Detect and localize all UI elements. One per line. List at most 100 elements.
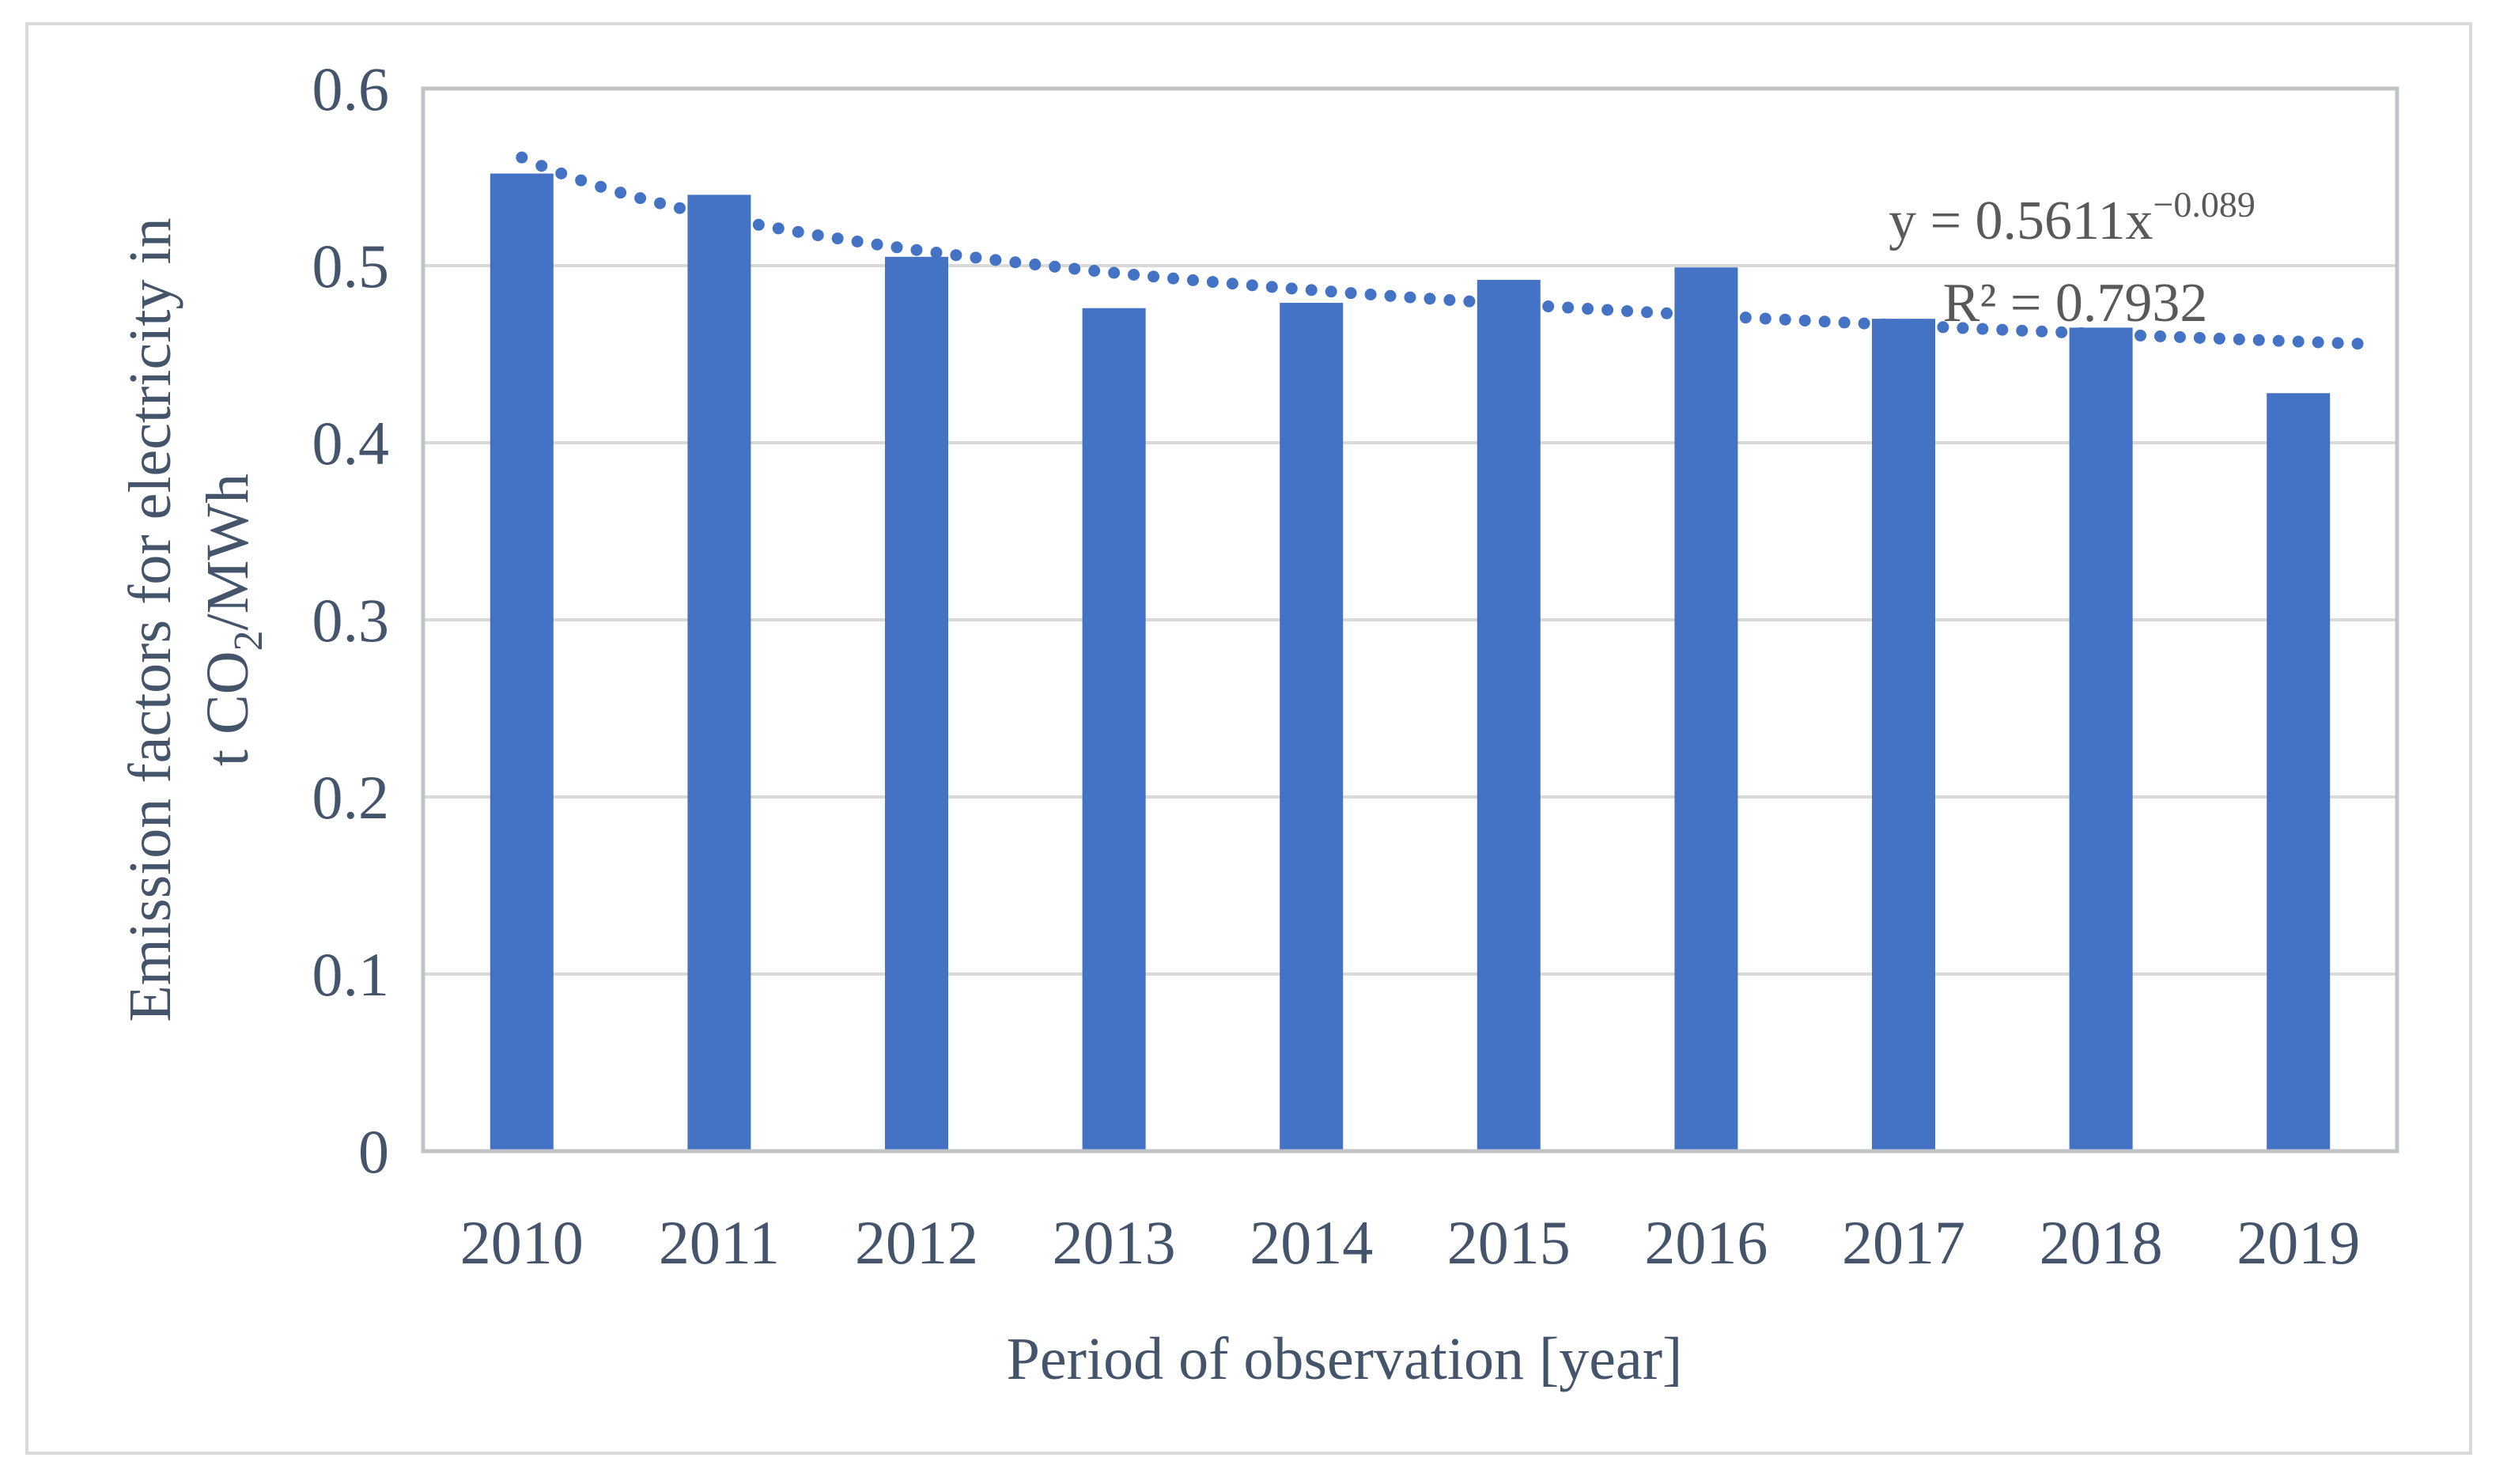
trend-dot — [1641, 306, 1654, 319]
trend-dot — [1779, 313, 1791, 326]
trend-dot — [1582, 303, 1594, 315]
trend-dot — [1384, 289, 1397, 302]
trend-dot — [1798, 314, 1811, 327]
r-squared-label: R² = 0.7932 — [1943, 273, 2208, 334]
trend-dot — [1838, 316, 1851, 329]
trend-dot — [1601, 304, 1614, 316]
y-tick-label: 0.6 — [312, 55, 390, 123]
y-tick-label: 0.3 — [312, 586, 390, 655]
trend-dot — [1325, 285, 1337, 298]
trend-dot — [1463, 295, 1476, 308]
trend-dot — [910, 244, 923, 256]
trend-dot — [2351, 338, 2364, 350]
trend-dot — [1206, 276, 1219, 289]
trend-dot — [1029, 259, 1042, 271]
trend-dot — [2233, 333, 2245, 346]
trend-dot — [1897, 319, 1910, 331]
trend-dot — [713, 210, 725, 223]
trend-dot — [2213, 332, 2225, 345]
trend-dot — [2036, 325, 2048, 338]
trend-dot — [1660, 307, 1673, 319]
trend-dot — [614, 187, 627, 199]
trend-dot — [1049, 260, 1061, 273]
trend-dot — [1167, 272, 1179, 285]
trend-dot — [1759, 312, 1772, 325]
trend-dot — [1483, 296, 1496, 309]
y-tick-label: 0.4 — [312, 409, 390, 478]
trend-dot — [1700, 309, 1712, 322]
trend-dot — [792, 225, 804, 238]
trend-dot — [575, 174, 588, 187]
trend-dot — [1344, 287, 1357, 300]
trend-dot — [654, 197, 667, 210]
trend-dot — [851, 235, 864, 247]
trend-dot — [1068, 262, 1081, 275]
trend-dot — [752, 218, 765, 231]
trend-dot — [1937, 321, 1949, 334]
bar — [1082, 308, 1146, 1151]
trend-dot — [1503, 297, 1515, 310]
x-tick-label: 2017 — [1842, 1208, 1965, 1277]
trend-dot — [950, 249, 962, 262]
trend-dot — [1128, 268, 1140, 281]
trend-dot — [1680, 308, 1692, 321]
trend-dot — [2252, 334, 2265, 346]
x-tick-label: 2018 — [2040, 1208, 2163, 1277]
y-axis-title-line1: Emission factors for electricity in — [117, 217, 183, 1021]
trend-dot — [1877, 318, 1890, 330]
trend-dot — [871, 238, 883, 251]
trend-dot — [2153, 330, 2166, 342]
trend-dot — [2095, 327, 2108, 340]
trend-dot — [1088, 265, 1101, 278]
trend-dot — [1186, 274, 1199, 286]
x-tick-label: 2010 — [460, 1208, 584, 1277]
trend-dot — [1858, 317, 1870, 330]
y-tick-labels: 0 0.1 0.2 0.3 0.4 0.5 0.6 — [312, 55, 390, 1186]
trend-dot — [2292, 335, 2305, 348]
bar — [1280, 303, 1344, 1151]
trend-dot — [2312, 336, 2324, 349]
trend-dot — [1424, 293, 1436, 305]
trend-dot — [831, 232, 844, 245]
trend-dot — [772, 222, 785, 235]
trend-dot — [930, 247, 943, 259]
trend-dot — [1996, 323, 2009, 336]
trend-dot — [1148, 270, 1160, 283]
trend-dot — [516, 151, 528, 164]
trendline-equation: y = 0.5611x−0.089 — [1889, 184, 2256, 251]
trend-dot — [555, 167, 568, 179]
trend-dot — [1957, 322, 1969, 334]
trend-dot — [1522, 299, 1535, 312]
trend-dot — [1009, 256, 1022, 269]
trend-dot — [2272, 334, 2285, 347]
trend-dot — [673, 202, 686, 214]
bar — [1674, 267, 1738, 1151]
x-tick-label: 2014 — [1250, 1208, 1373, 1277]
bar — [2267, 393, 2331, 1151]
bar — [2069, 327, 2133, 1151]
trend-dot — [1265, 281, 1278, 293]
trend-dot — [1108, 266, 1121, 279]
x-tick-label: 2011 — [659, 1208, 780, 1277]
trend-dot — [2331, 337, 2344, 349]
bar — [1477, 279, 1541, 1151]
trend-dot — [1818, 315, 1831, 328]
gridlines — [423, 264, 2397, 976]
y-tick-label: 0 — [358, 1117, 389, 1186]
trend-dot — [1562, 301, 1575, 314]
x-tick-labels: 2010 2011 2012 2013 2014 2015 2016 2017 2018 2019 — [460, 1208, 2360, 1277]
trend-dot — [1443, 293, 1456, 306]
bar — [885, 256, 948, 1151]
trend-dot — [2115, 328, 2127, 341]
y-axis-title-line2: t CO2/MWh — [195, 474, 271, 766]
x-tick-label: 2012 — [855, 1208, 978, 1277]
trend-dot — [989, 254, 1002, 266]
trendline-dots — [516, 151, 2364, 350]
trend-dot — [1246, 279, 1258, 292]
trend-dot — [1739, 312, 1752, 324]
trend-dot — [890, 241, 903, 254]
trend-dot — [811, 229, 824, 242]
bars — [490, 173, 2331, 1152]
